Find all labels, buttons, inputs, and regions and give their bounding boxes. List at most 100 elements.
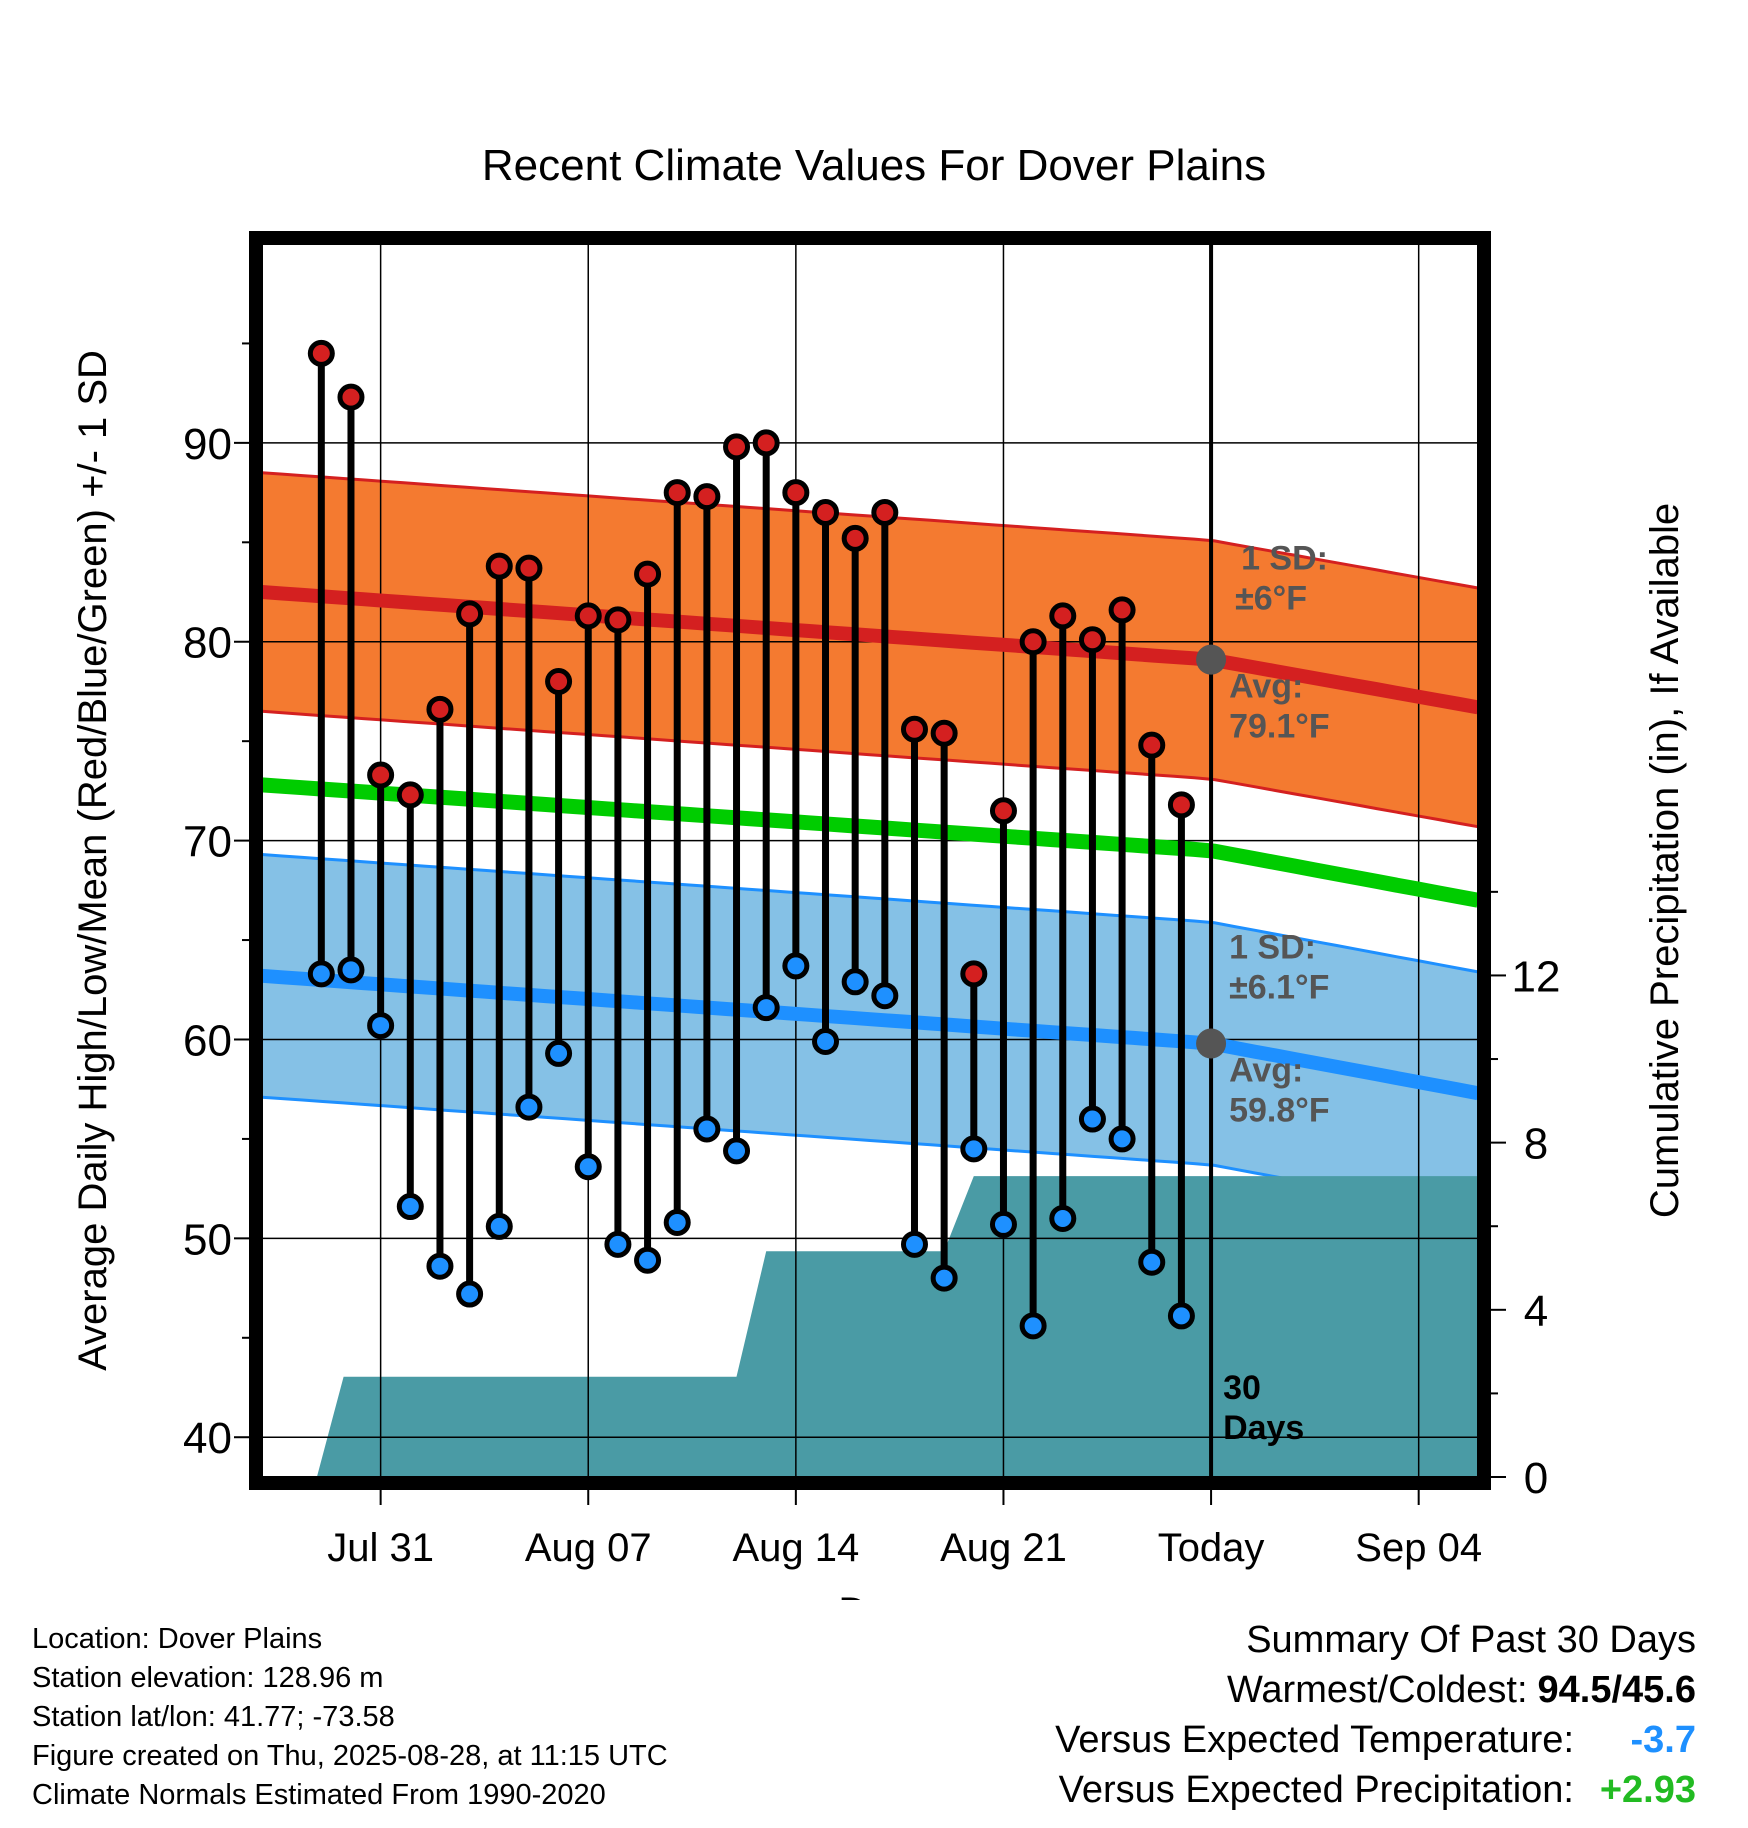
daily-high-point	[604, 606, 632, 634]
daily-low-point	[1078, 1105, 1106, 1133]
climate-chart: Recent Climate Values For Dover Plains 1…	[71, 141, 1687, 1600]
days-word-label: Days	[1223, 1409, 1304, 1447]
daily-high-point	[515, 554, 543, 582]
daily-low-point	[841, 968, 869, 996]
summary-precip-row: Versus Expected Precipitation: +2.93	[1055, 1765, 1696, 1815]
y-tick-label: 60	[183, 1016, 232, 1065]
daily-high-point	[841, 524, 869, 552]
station-elevation: Station elevation: 128.96 m	[32, 1662, 384, 1694]
x-tick-label: Aug 14	[732, 1526, 859, 1570]
climate-normals-note: Climate Normals Estimated From 1990-2020	[32, 1779, 606, 1811]
daily-high-point	[812, 498, 840, 526]
x-axis-label: Day	[838, 1590, 909, 1600]
station-latlon: Station lat/lon: 41.77; -73.58	[32, 1701, 395, 1733]
low-avg-label: Avg:	[1229, 1051, 1303, 1089]
daily-low-point	[574, 1153, 602, 1181]
daily-low-point	[930, 1264, 958, 1292]
daily-high-point	[663, 479, 691, 507]
daily-low-point	[663, 1208, 691, 1236]
low-sd-band	[262, 854, 1478, 1215]
daily-low-point	[307, 960, 335, 988]
high-avg-marker	[1196, 644, 1227, 675]
daily-high-point	[426, 695, 454, 723]
daily-high-point	[634, 560, 662, 588]
summary-precip-value: +2.93	[1599, 1769, 1696, 1811]
daily-low-point	[426, 1252, 454, 1280]
daily-low-point	[367, 1012, 395, 1040]
summary-temp-row: Versus Expected Temperature: -3.7	[1055, 1715, 1696, 1765]
y2-tick-label: 4	[1524, 1287, 1548, 1336]
y-axis-label: Average Daily High/Low/Mean (Red/Blue/Gr…	[71, 350, 115, 1371]
daily-high-point	[1108, 596, 1136, 624]
precip-area	[316, 1176, 1478, 1477]
daily-low-point	[752, 994, 780, 1022]
y2-axis-label: Cumulative Precipitation (in), If Availa…	[1643, 503, 1687, 1218]
daily-low-point	[1167, 1302, 1195, 1330]
low-avg-marker	[1196, 1028, 1227, 1059]
y-tick-label: 70	[183, 818, 232, 867]
y2-tick-label: 8	[1524, 1120, 1548, 1169]
daily-low-point	[515, 1093, 543, 1121]
daily-high-point	[396, 781, 424, 809]
y-tick-label: 80	[183, 619, 232, 668]
daily-low-point	[1108, 1125, 1136, 1153]
daily-high-point	[545, 668, 573, 696]
high-sd-label: 1 SD:	[1241, 540, 1328, 578]
y-tick-label: 40	[183, 1414, 232, 1463]
daily-low-point	[693, 1115, 721, 1143]
x-tick-label: Jul 31	[327, 1526, 434, 1570]
daily-high-point	[782, 479, 810, 507]
x-tick-label: Today	[1158, 1526, 1265, 1570]
high-sd-value: ±6°F	[1235, 580, 1307, 618]
daily-low-point	[1138, 1248, 1166, 1276]
station-info: Location: Dover Plains Station elevation…	[32, 1620, 668, 1815]
daily-low-point	[1049, 1204, 1077, 1232]
daily-high-point	[960, 960, 988, 988]
daily-low-point	[723, 1137, 751, 1165]
y-tick-label: 90	[183, 420, 232, 469]
daily-low-point	[1019, 1312, 1047, 1340]
daily-high-point	[337, 383, 365, 411]
daily-high-point	[307, 339, 335, 367]
days-count-label: 30	[1223, 1369, 1261, 1407]
low-band-upper-edge	[261, 853, 1479, 974]
normal-mean-line	[261, 777, 1480, 908]
daily-high-point	[485, 552, 513, 580]
daily-low-point	[871, 982, 899, 1010]
daily-high-point	[871, 498, 899, 526]
high-sd-band	[262, 472, 1478, 827]
summary-precip-label: Versus Expected Precipitation:	[1058, 1769, 1574, 1811]
daily-high-point	[723, 433, 751, 461]
plot-frame	[249, 231, 1491, 1490]
daily-high-point	[1078, 626, 1106, 654]
summary-title: Summary Of Past 30 Days	[1246, 1619, 1696, 1661]
daily-high-point	[574, 602, 602, 630]
daily-low-point	[396, 1193, 424, 1221]
high-band-upper-edge	[261, 471, 1479, 590]
daily-high-point	[1019, 628, 1047, 656]
daily-high-point	[1138, 731, 1166, 759]
y2-tick-label: 0	[1524, 1454, 1548, 1503]
daily-high-point	[752, 429, 780, 457]
summary-warmest-value: 94.5/45.6	[1537, 1669, 1696, 1711]
daily-low-point	[900, 1230, 928, 1258]
high-avg-label: Avg:	[1229, 668, 1303, 706]
low-sd-label: 1 SD:	[1229, 928, 1316, 966]
x-tick-label: Aug 21	[940, 1526, 1067, 1570]
daily-high-point	[693, 483, 721, 511]
summary-temp-value: -3.7	[1630, 1719, 1696, 1761]
summary-warmest-label: Warmest/Coldest:	[1226, 1669, 1528, 1711]
daily-low-point	[634, 1246, 662, 1274]
summary-temp-label: Versus Expected Temperature:	[1055, 1719, 1574, 1761]
daily-low-point	[485, 1212, 513, 1240]
daily-low-point	[960, 1135, 988, 1163]
daily-high-point	[989, 797, 1017, 825]
figure-created: Figure created on Thu, 2025-08-28, at 11…	[32, 1740, 668, 1772]
daily-high-point	[930, 719, 958, 747]
daily-low-point	[545, 1039, 573, 1067]
normal-low-line	[261, 968, 1480, 1101]
y-tick-label: 50	[183, 1215, 232, 1264]
daily-low-point	[456, 1280, 484, 1308]
daily-low-point	[604, 1230, 632, 1258]
daily-high-point	[367, 761, 395, 789]
